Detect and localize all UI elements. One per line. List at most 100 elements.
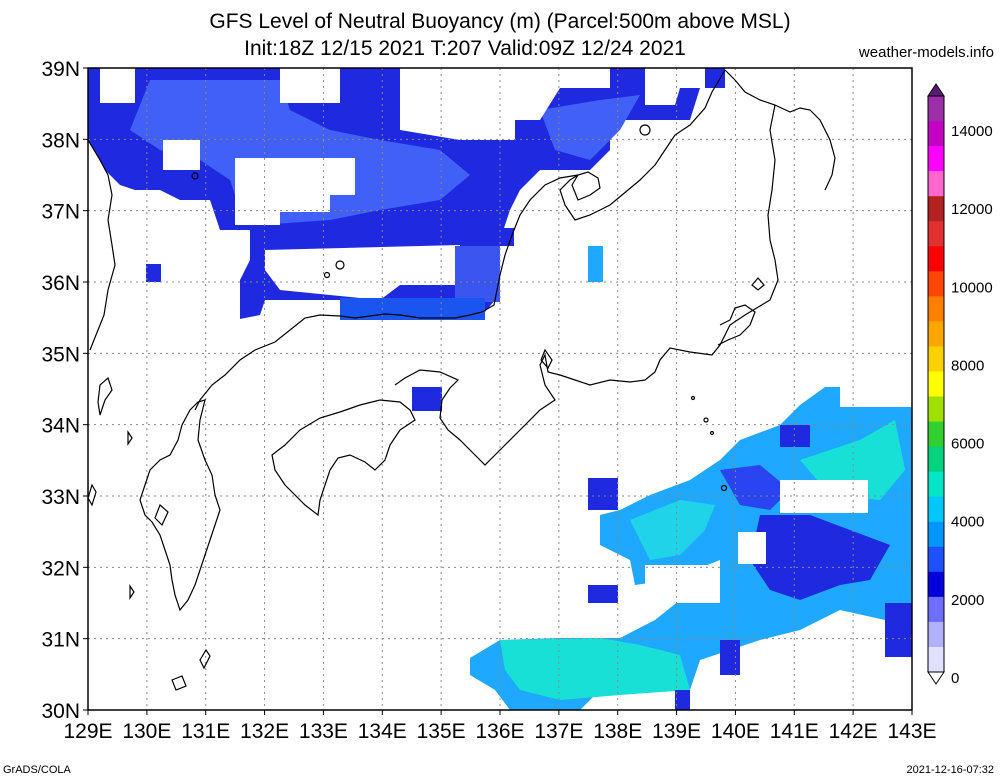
field-patch-d [340, 298, 485, 320]
lon-tick-label: 139E [652, 720, 701, 743]
colorbar-swatch [928, 621, 944, 648]
colorbar-swatch [928, 521, 944, 548]
lat-tick-label: 36N [41, 272, 80, 295]
lat-tick-label: 34N [41, 415, 80, 438]
lat-tick-label: 30N [41, 700, 80, 723]
lon-tick-label: 137E [534, 720, 583, 743]
colorbar-swatch [928, 146, 944, 172]
field-patch-k [720, 640, 740, 675]
colorbar-swatch [928, 596, 944, 623]
lon-tick-label: 133E [299, 720, 348, 743]
field-patch-i [780, 425, 810, 447]
colorbar-swatch [928, 646, 944, 673]
site-credit[interactable]: weather-models.info [858, 44, 994, 61]
field-north-gap4 [163, 140, 200, 170]
lon-tick-label: 135E [417, 720, 466, 743]
field-southeast-gap1 [780, 480, 868, 513]
field-north-gap1 [100, 68, 135, 103]
chart-title-line2: Init:18Z 12/15 2021 T:207 Valid:09Z 12/2… [244, 37, 686, 60]
lat-tick-label: 35N [41, 343, 80, 366]
lon-tick-label: 136E [475, 720, 524, 743]
field-patch-l [675, 690, 690, 710]
colorbar-frame [927, 95, 945, 673]
lon-tick-label: 142E [829, 720, 878, 743]
chart-title-line1: GFS Level of Neutral Buoyancy (m) (Parce… [209, 10, 791, 33]
field-southeast-gap2 [738, 532, 766, 564]
colorbar-swatch [928, 571, 944, 598]
colorbar-label: 6000 [951, 436, 984, 453]
colorbar-swatch [928, 446, 944, 473]
colorbar-label: 4000 [951, 514, 984, 531]
field-north-gap7 [88, 180, 240, 330]
colorbar-swatch [928, 471, 944, 498]
field-north-gap3 [400, 68, 610, 140]
field-north-gap2 [280, 68, 340, 103]
colorbar-swatch [928, 396, 944, 423]
colorbar-swatch [928, 246, 944, 272]
colorbar-swatch [928, 546, 944, 573]
graticule [88, 68, 912, 710]
lon-tick-label: 134E [358, 720, 407, 743]
field-southeast-cyan1 [500, 638, 690, 700]
colorbar-label: 12000 [951, 201, 993, 218]
lat-tick-label: 37N [41, 201, 80, 224]
lat-axis: 39N 38N 37N 36N 35N 34N 33N 32N 31N 30N [41, 58, 88, 723]
colorbar-swatch [928, 421, 944, 448]
lon-axis: 129E 130E 131E 132E 133E 134E 135E 136E 137E 138E… [63, 710, 937, 743]
lon-tick-label: 140E [711, 720, 760, 743]
lat-tick-label: 38N [41, 129, 80, 152]
lat-tick-label: 32N [41, 557, 80, 580]
colorbar: 14000 12000 10000 8000 6000 4000 2000 0 [927, 83, 993, 687]
field-patch-h [588, 585, 618, 603]
field-patch-f [412, 387, 442, 411]
field-north-gap6 [645, 68, 705, 105]
colorbar-swatch [928, 221, 944, 247]
field-southeast-sky [470, 387, 912, 710]
colorbar-top-arrow [927, 83, 945, 97]
lon-tick-label: 143E [887, 720, 936, 743]
footer-timestamp: 2021-12-16-07:32 [906, 764, 994, 776]
field-patch-e [588, 246, 603, 282]
lon-tick-label: 141E [770, 720, 819, 743]
colorbar-swatch [928, 346, 944, 372]
colorbar-bottom-arrow [927, 671, 945, 685]
field-patch-a [146, 264, 161, 282]
field-southeast-deep1 [750, 515, 890, 600]
field-southeast-gap3 [645, 565, 720, 603]
field-patch-j [885, 603, 912, 657]
colorbar-label: 14000 [951, 123, 993, 140]
coastline [88, 69, 836, 691]
colorbar-swatch [928, 196, 944, 222]
colorbar-swatch [928, 96, 944, 122]
field-patch-b [455, 246, 500, 302]
lon-tick-label: 138E [593, 720, 642, 743]
field-north-gap5 [235, 158, 355, 225]
field-southeast-cyan2 [630, 500, 715, 560]
lon-tick-label: 130E [122, 720, 171, 743]
field-north-blue2 [540, 95, 640, 160]
colorbar-label: 2000 [951, 592, 984, 609]
colorbar-label: 10000 [951, 279, 993, 296]
colorbar-swatch [928, 271, 944, 297]
field-north-blue [130, 80, 470, 225]
buoyancy-field [88, 68, 912, 710]
footer-credit: GrADS/COLA [3, 764, 71, 776]
lon-tick-label: 132E [240, 720, 289, 743]
lat-tick-label: 31N [41, 629, 80, 652]
lat-tick-label: 39N [41, 58, 80, 81]
colorbar-swatch [928, 321, 944, 347]
colorbar-swatch [928, 296, 944, 322]
colorbar-swatch [928, 496, 944, 523]
lat-tick-label: 33N [41, 486, 80, 509]
colorbar-swatch [928, 171, 944, 197]
colorbar-label: 0 [951, 670, 959, 687]
lon-tick-label: 131E [181, 720, 230, 743]
field-southeast-deep2 [720, 465, 790, 510]
colorbar-swatch [928, 121, 944, 147]
colorbar-swatch [928, 371, 944, 398]
lon-tick-label: 129E [63, 720, 112, 743]
field-southeast-gap4 [840, 387, 912, 407]
field-north-gap8 [265, 245, 460, 300]
colorbar-label: 8000 [951, 357, 984, 374]
